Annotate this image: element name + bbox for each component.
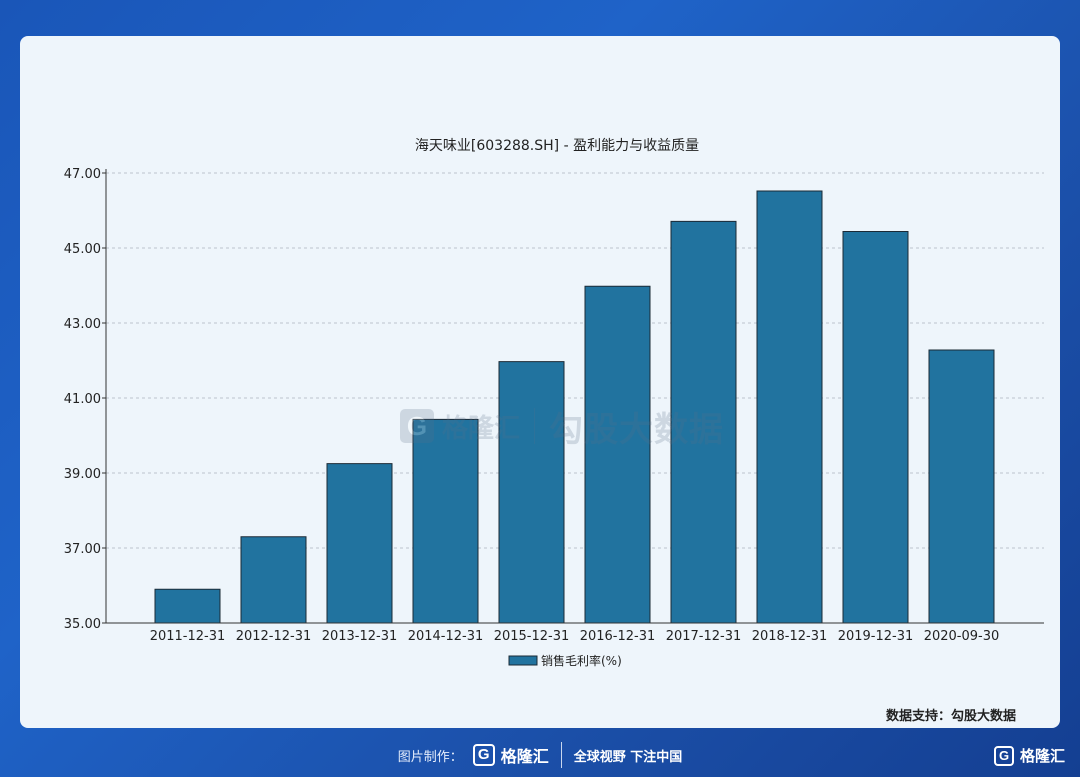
footer-slogan: 全球视野 下注中国 bbox=[573, 749, 683, 765]
y-tick-label: 43.00 bbox=[64, 317, 101, 332]
legend-swatch bbox=[508, 655, 538, 666]
corner-brand-name: 格隆汇 bbox=[1020, 747, 1066, 765]
bar bbox=[756, 190, 823, 624]
x-tick-label: 2017-12-31 bbox=[666, 629, 742, 644]
chart-title: 海天味业[603288.SH] - 盈利能力与收益质量 bbox=[415, 138, 699, 154]
bar bbox=[498, 361, 565, 624]
x-tick-label: 2011-12-31 bbox=[150, 629, 226, 644]
y-tick-label: 47.00 bbox=[64, 167, 101, 182]
bar bbox=[326, 463, 393, 624]
legend: 销售毛利率(%) bbox=[508, 653, 622, 668]
corner-logo-icon: G bbox=[994, 745, 1014, 766]
x-tick-label: 2015-12-31 bbox=[494, 629, 570, 644]
y-tick-label: 35.00 bbox=[64, 617, 101, 632]
chart-card: 海天味业[603288.SH] - 盈利能力与收益质量 35.00 37.00 39… bbox=[20, 36, 1060, 728]
footer-label: 图片制作： bbox=[397, 749, 463, 765]
bar bbox=[154, 588, 221, 624]
legend-label: 销售毛利率(%) bbox=[541, 653, 622, 668]
y-tick-label: 37.00 bbox=[64, 542, 101, 557]
axes: 35.00 37.00 39.00 41.00 43.00 45.00 47.00 2011-… bbox=[64, 167, 1044, 644]
footer-logo-icon: G bbox=[472, 744, 495, 766]
bar bbox=[240, 536, 307, 624]
footer-bar: 图片制作： G 格隆汇 全球视野 下注中国 bbox=[0, 738, 1080, 772]
bar bbox=[670, 220, 737, 624]
corner-brand: G 格隆汇 bbox=[994, 745, 1065, 766]
bar bbox=[928, 349, 995, 624]
x-tick-label: 2013-12-31 bbox=[322, 629, 398, 644]
bar-chart: 海天味业[603288.SH] - 盈利能力与收益质量 35.00 37.00 39… bbox=[64, 138, 1044, 668]
bar bbox=[412, 418, 479, 624]
x-tick-label: 2012-12-31 bbox=[236, 629, 312, 644]
bars bbox=[154, 190, 995, 624]
y-tick-label: 45.00 bbox=[64, 242, 101, 257]
x-tick-label: 2018-12-31 bbox=[752, 629, 828, 644]
y-tick-label: 39.00 bbox=[64, 467, 101, 482]
data-source-note: 数据支持：勾股大数据 bbox=[886, 709, 1017, 724]
footer-divider bbox=[560, 742, 562, 768]
bar bbox=[584, 285, 651, 624]
x-tick-label: 2016-12-31 bbox=[580, 629, 656, 644]
x-tick-label: 2014-12-31 bbox=[408, 629, 484, 644]
y-tick-label: 41.00 bbox=[64, 392, 101, 407]
x-tick-label: 2019-12-31 bbox=[838, 629, 914, 644]
bar bbox=[842, 231, 909, 624]
footer-brand: 格隆汇 bbox=[500, 747, 549, 766]
x-tick-label: 2020-09-30 bbox=[924, 629, 1000, 644]
